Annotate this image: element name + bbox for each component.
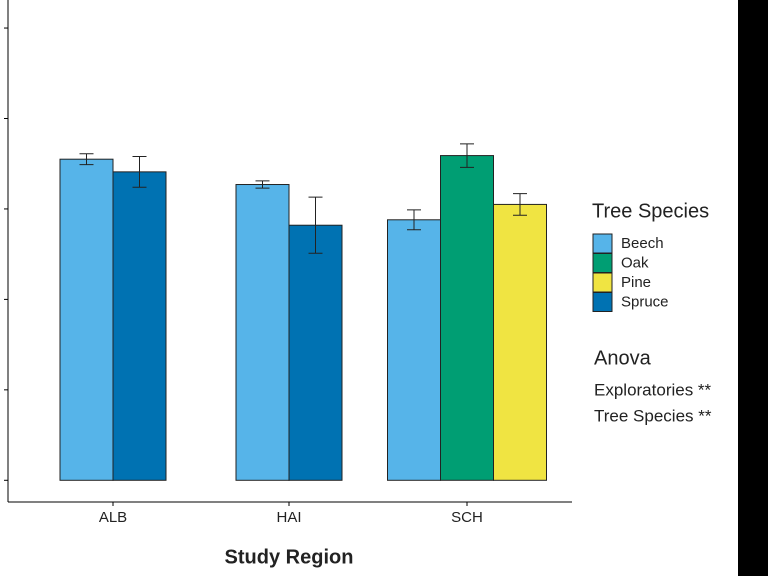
x-axis-title: Study Region <box>225 546 354 568</box>
bar <box>288 224 343 481</box>
error-bar <box>79 153 94 166</box>
bar <box>112 171 167 481</box>
x-tick-label: HAI <box>276 509 301 526</box>
legend-label: Oak <box>621 254 649 271</box>
legend-label: Spruce <box>621 293 669 310</box>
error-bar <box>308 196 323 254</box>
bar <box>387 219 441 481</box>
error-bar <box>255 180 270 189</box>
error-bar <box>513 193 527 216</box>
error-bar <box>407 209 421 231</box>
error-bar <box>460 143 474 168</box>
legend-title: Tree Species <box>592 200 709 222</box>
bar <box>235 184 290 481</box>
legend-label: Pine <box>621 274 651 291</box>
bar <box>493 203 547 481</box>
bar <box>59 158 114 481</box>
legend-key <box>592 272 613 293</box>
x-tick-label: SCH <box>451 509 483 526</box>
legend-label: Beech <box>621 235 664 252</box>
error-bar <box>132 155 147 188</box>
annotation-line: Exploratories ** <box>594 380 712 399</box>
legend-key <box>592 292 613 312</box>
legend-key <box>592 253 613 273</box>
annotation-title: Anova <box>594 347 652 369</box>
legend-key <box>592 233 613 254</box>
crop-band <box>738 0 768 576</box>
bar <box>440 155 494 481</box>
x-tick-label: ALB <box>99 509 127 526</box>
annotation-line: Tree Species ** <box>594 406 712 425</box>
